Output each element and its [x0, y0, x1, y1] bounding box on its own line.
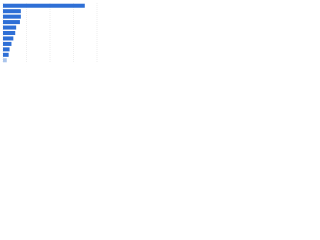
bar: [3, 25, 17, 30]
bar: [3, 36, 14, 41]
bar: [3, 30, 16, 36]
bar: [3, 58, 7, 63]
chart: [2, 3, 98, 63]
bar: [3, 3, 85, 8]
bar: [3, 47, 10, 52]
bar: [3, 9, 21, 14]
bar: [3, 52, 9, 57]
bar: [3, 20, 20, 25]
bar: [3, 41, 12, 46]
bar: [3, 14, 21, 19]
